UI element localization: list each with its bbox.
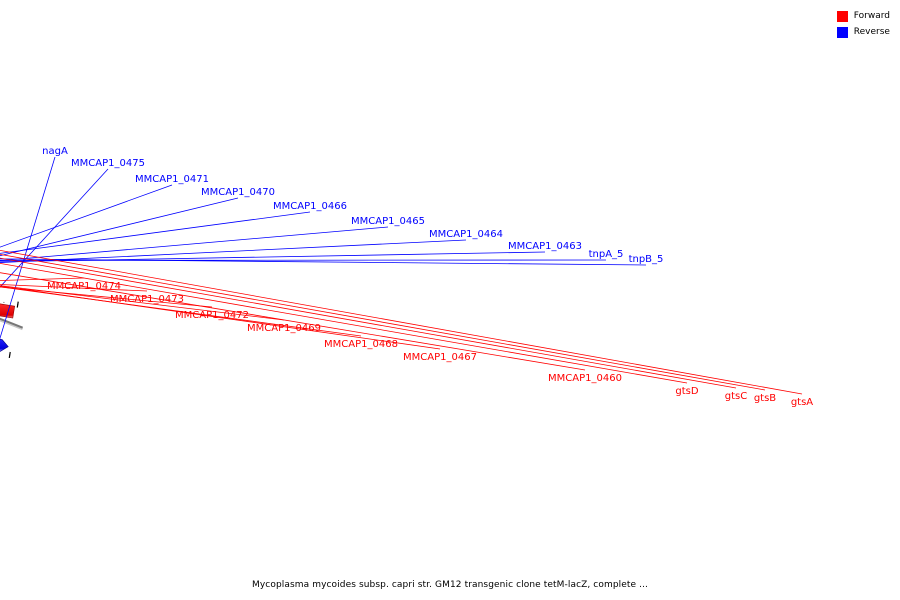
leader-line bbox=[0, 168, 109, 288]
gene-label-mmcap1_0471[interactable]: MMCAP1_0471 bbox=[135, 174, 209, 185]
leader-line bbox=[0, 259, 607, 261]
leader-line bbox=[0, 284, 148, 292]
leader-line bbox=[0, 211, 311, 254]
leader-line bbox=[0, 156, 56, 340]
legend-item-forward[interactable]: Forward bbox=[836, 9, 890, 23]
leader-line bbox=[0, 257, 737, 389]
gene-label-gtsb[interactable]: gtsB bbox=[754, 393, 776, 404]
axis-ticks: 584 kbp582 kbp580 kbp578 kbp576 kbp574 k… bbox=[3, 301, 19, 359]
gene-label-mmcap1_0463[interactable]: MMCAP1_0463 bbox=[508, 241, 582, 252]
backbone-shadow bbox=[0, 319, 23, 331]
gene-label-mmcap1_0469[interactable]: MMCAP1_0469 bbox=[247, 323, 321, 334]
legend-label-forward: Forward bbox=[853, 11, 890, 21]
gene-feature[interactable] bbox=[0, 303, 16, 319]
gene-label-gtsa[interactable]: gtsA bbox=[791, 397, 813, 408]
gene-label-mmcap1_0460[interactable]: MMCAP1_0460 bbox=[548, 373, 622, 384]
leader-line bbox=[0, 272, 586, 371]
leader-line bbox=[0, 262, 688, 384]
forward-gene-arrow[interactable] bbox=[0, 303, 16, 319]
leader-line bbox=[0, 285, 441, 350]
major-tick-outer bbox=[8, 351, 11, 359]
leader-line bbox=[0, 249, 803, 395]
gene-label-mmcap1_0475[interactable]: MMCAP1_0475 bbox=[71, 158, 145, 169]
gene-label-mmcap1_0465[interactable]: MMCAP1_0465 bbox=[351, 216, 425, 227]
leader-line bbox=[0, 184, 173, 248]
leader-line bbox=[0, 277, 85, 281]
leader-line bbox=[0, 253, 766, 391]
gene-label-mmcap1_0473[interactable]: MMCAP1_0473 bbox=[110, 294, 184, 305]
gene-label-gtsd[interactable]: gtsD bbox=[675, 386, 698, 397]
gene-label-mmcap1_0466[interactable]: MMCAP1_0466 bbox=[273, 201, 347, 212]
legend: Forward Reverse bbox=[836, 9, 890, 41]
gene-label-gtsc[interactable]: gtsC bbox=[725, 391, 747, 402]
major-tick-inner bbox=[16, 301, 19, 308]
gene-features bbox=[0, 303, 16, 352]
legend-label-reverse: Reverse bbox=[853, 27, 890, 37]
leader-line bbox=[0, 285, 285, 321]
gene-label-tnpa_5[interactable]: tnpA_5 bbox=[589, 249, 624, 260]
gene-label-mmcap1_0470[interactable]: MMCAP1_0470 bbox=[201, 187, 275, 198]
gene-label-naga[interactable]: nagA bbox=[42, 146, 68, 157]
sequence-title: Mycoplasma mycoides subsp. capri str. GM… bbox=[252, 580, 648, 590]
leader-line bbox=[0, 258, 647, 266]
legend-item-reverse[interactable]: Reverse bbox=[836, 25, 890, 39]
reverse-swatch bbox=[836, 26, 848, 38]
reverse-gene-arrow[interactable] bbox=[0, 337, 9, 352]
gene-label-mmcap1_0464[interactable]: MMCAP1_0464 bbox=[429, 229, 503, 240]
minor-tick-inner bbox=[3, 301, 5, 303]
backbone-layer bbox=[0, 317, 24, 331]
gene-label-mmcap1_0468[interactable]: MMCAP1_0468 bbox=[324, 339, 398, 350]
backbone-line bbox=[0, 317, 24, 329]
gene-label-tnpb_5[interactable]: tnpB_5 bbox=[629, 254, 664, 265]
forward-swatch bbox=[836, 10, 848, 22]
leader-line bbox=[0, 197, 239, 257]
gene-feature-naga[interactable] bbox=[0, 337, 9, 352]
gene-label-mmcap1_0467[interactable]: MMCAP1_0467 bbox=[403, 352, 477, 363]
